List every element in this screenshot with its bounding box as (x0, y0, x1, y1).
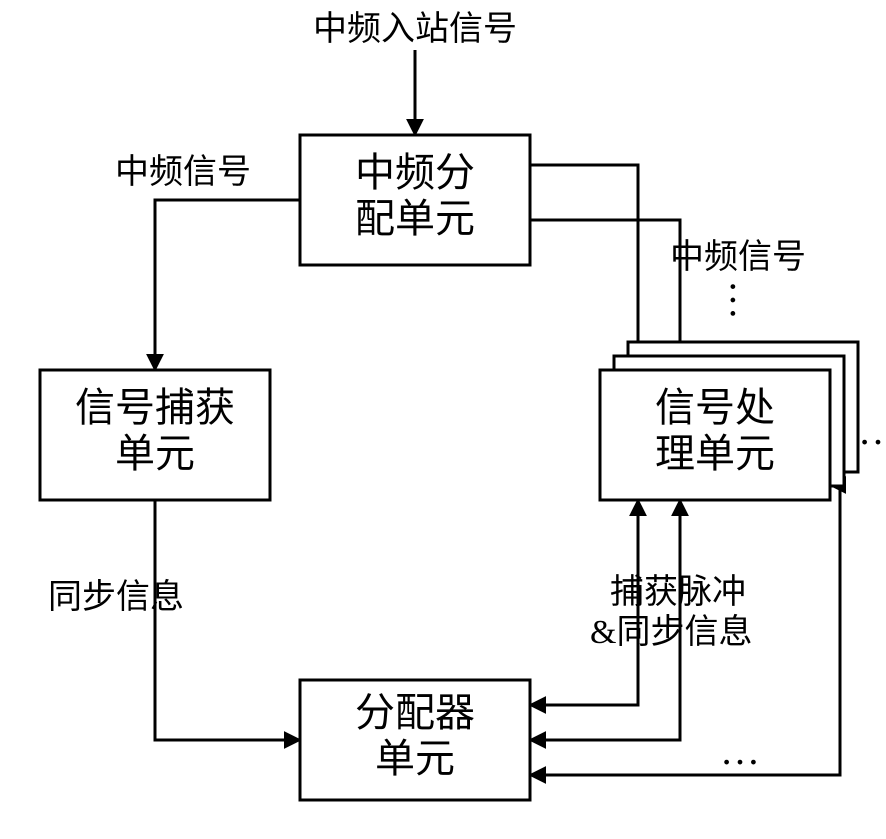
node-if_dist-line-1: 配单元 (355, 196, 475, 241)
node-allocator: 分配器单元 (300, 680, 530, 800)
label-pulse_2: &同步信息 (590, 613, 752, 651)
label-if_left: 中频信号 (115, 153, 251, 191)
node-sig_acq-line-0: 信号捕获 (75, 385, 235, 430)
label-pulse_1: 捕获脉冲 (610, 573, 746, 611)
node-sig_acq-line-1: 单元 (115, 431, 195, 476)
ellipsis-alloc_right: … (720, 728, 760, 773)
node-allocator-line-1: 单元 (375, 736, 455, 781)
nodes-layer: 中频分配单元信号捕获单元信号处理单元…分配器单元 (40, 135, 886, 800)
label-if_right: 中频信号 (670, 238, 806, 276)
edge-dist_to_acq (155, 200, 300, 370)
edge-acq_to_alloc (155, 500, 300, 740)
label-sync_left: 同步信息 (48, 578, 184, 616)
node-allocator-line-0: 分配器 (355, 690, 475, 735)
edge-dist_to_proc_1 (530, 165, 638, 370)
node-if_dist-line-0: 中频分 (355, 150, 475, 195)
node-if_dist: 中频分配单元 (300, 135, 530, 265)
ellipsis-dist_right: … (722, 280, 767, 320)
label-input_top: 中频入站信号 (313, 10, 517, 48)
node-sig_acq: 信号捕获单元 (40, 370, 270, 500)
node-sig_proc-ellipsis: … (858, 408, 886, 453)
node-sig_proc: 信号处理单元 … (600, 342, 886, 500)
node-sig_proc-line-1: 理单元 (655, 431, 775, 476)
node-sig_proc-line-0: 信号处 (655, 385, 775, 430)
